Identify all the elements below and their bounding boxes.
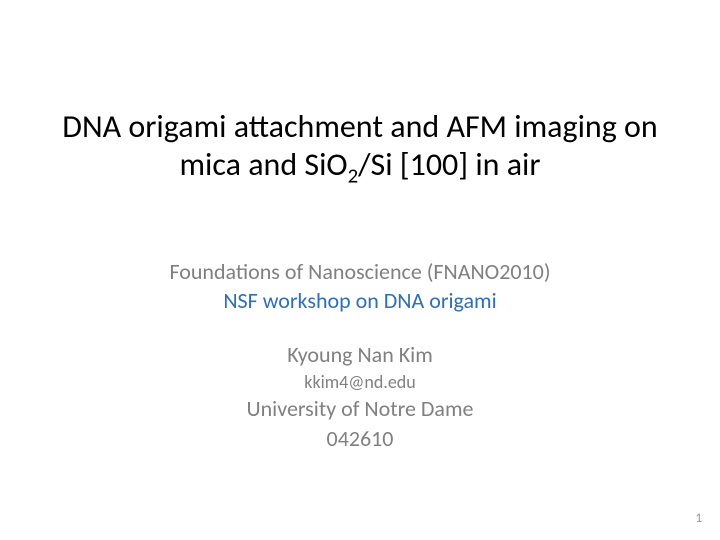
author-block: Kyoung Nan Kim kkim4@nd.edu University o… [60, 340, 660, 453]
author-email: kkim4@nd.edu [60, 370, 660, 394]
workshop-line: NSF workshop on DNA origami [60, 286, 660, 316]
body-block: Foundations of Nanoscience (FNANO2010) N… [0, 257, 720, 454]
title-block: DNA origami attachment and AFM imaging o… [0, 108, 720, 185]
slide: DNA origami attachment and AFM imaging o… [0, 0, 720, 540]
date: 042610 [60, 424, 660, 454]
university: University of Notre Dame [60, 394, 660, 424]
title-subscript: 2 [348, 163, 359, 189]
title-post: /Si [100] in air [358, 145, 540, 184]
author-name: Kyoung Nan Kim [60, 340, 660, 370]
slide-title: DNA origami attachment and AFM imaging o… [50, 108, 670, 185]
conference-line: Foundations of Nanoscience (FNANO2010) [60, 257, 660, 287]
page-number: 1 [695, 511, 702, 526]
